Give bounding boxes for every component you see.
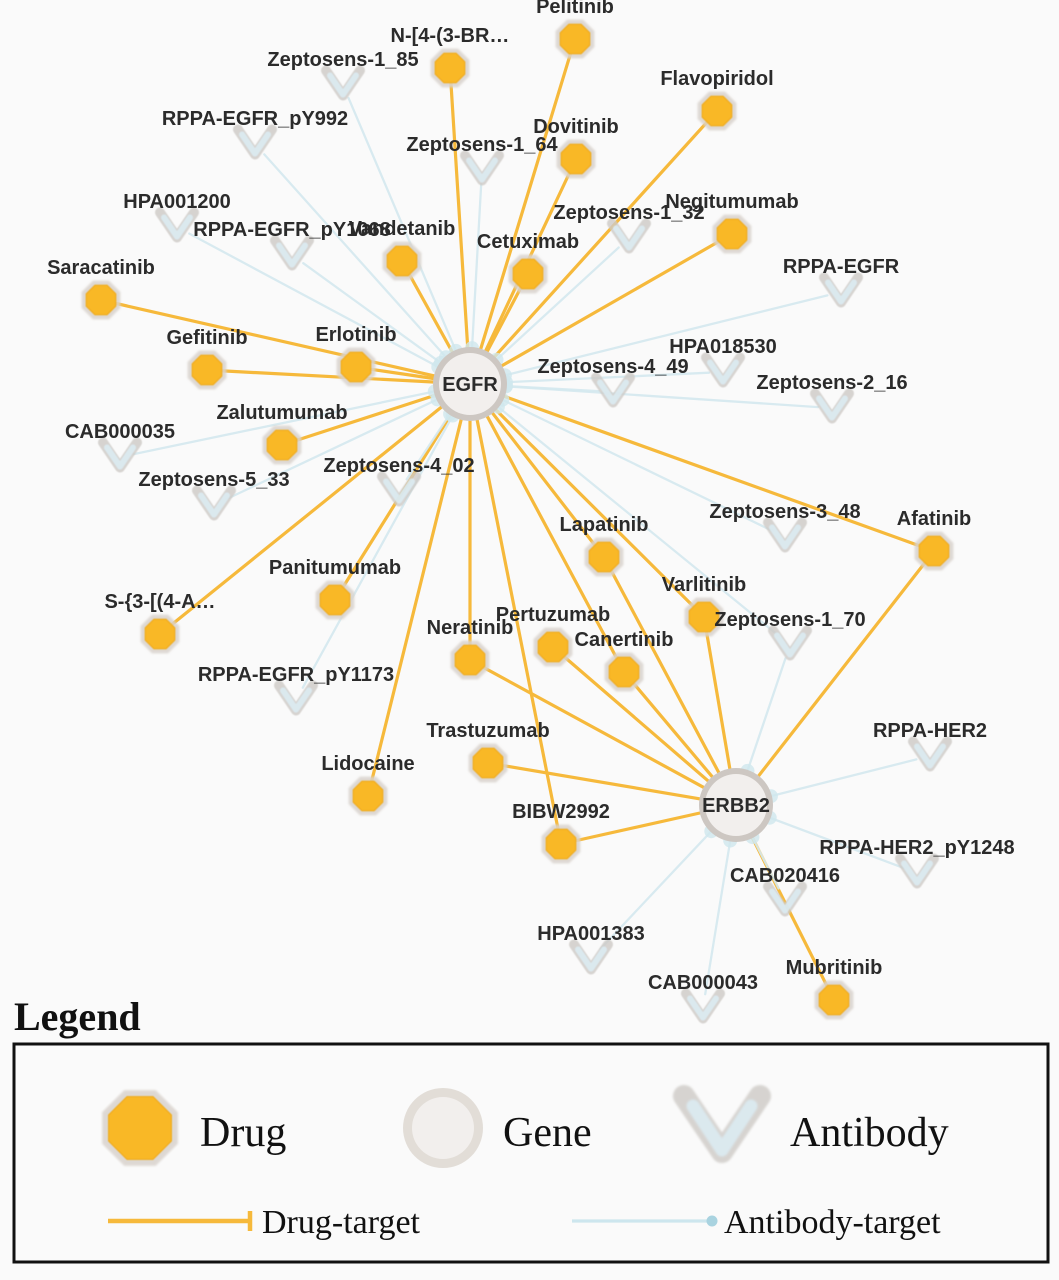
svg-text:Trastuzumab: Trastuzumab bbox=[426, 720, 549, 742]
svg-text:Lidocaine: Lidocaine bbox=[321, 753, 414, 775]
svg-text:Zeptosens-4_02: Zeptosens-4_02 bbox=[323, 455, 474, 477]
svg-text:BIBW2992: BIBW2992 bbox=[512, 801, 610, 823]
svg-text:HPA001200: HPA001200 bbox=[123, 191, 230, 213]
svg-text:Zeptosens-1_64: Zeptosens-1_64 bbox=[406, 134, 558, 156]
svg-text:S-{3-[(4-A…: S-{3-[(4-A… bbox=[104, 591, 215, 613]
svg-text:Zeptosens-1_32: Zeptosens-1_32 bbox=[553, 202, 704, 224]
svg-text:CAB000043: CAB000043 bbox=[648, 972, 758, 994]
svg-text:Flavopiridol: Flavopiridol bbox=[660, 68, 773, 90]
svg-text:Zeptosens-1_85: Zeptosens-1_85 bbox=[267, 49, 418, 71]
svg-text:Varlitinib: Varlitinib bbox=[662, 574, 746, 596]
svg-text:N-[4-(3-BR…: N-[4-(3-BR… bbox=[391, 25, 510, 47]
svg-text:EGFR: EGFR bbox=[442, 374, 498, 396]
svg-text:Antibody-target: Antibody-target bbox=[724, 1204, 941, 1241]
svg-text:Antibody: Antibody bbox=[790, 1110, 949, 1156]
svg-text:Afatinib: Afatinib bbox=[897, 508, 971, 530]
svg-text:CAB020416: CAB020416 bbox=[730, 865, 840, 887]
svg-text:CAB000035: CAB000035 bbox=[65, 421, 175, 443]
svg-text:Gene: Gene bbox=[503, 1110, 592, 1156]
svg-text:HPA018530: HPA018530 bbox=[669, 336, 776, 358]
svg-text:RPPA-EGFR_pY1068: RPPA-EGFR_pY1068 bbox=[193, 219, 390, 241]
svg-text:ERBB2: ERBB2 bbox=[702, 795, 770, 817]
svg-text:Drug-target: Drug-target bbox=[262, 1204, 421, 1241]
svg-text:Cetuximab: Cetuximab bbox=[477, 231, 579, 253]
svg-text:Canertinib: Canertinib bbox=[575, 629, 674, 651]
svg-text:RPPA-HER2_pY1248: RPPA-HER2_pY1248 bbox=[819, 837, 1014, 859]
svg-text:Saracatinib: Saracatinib bbox=[47, 257, 155, 279]
svg-text:Panitumumab: Panitumumab bbox=[269, 557, 401, 579]
svg-text:Drug: Drug bbox=[200, 1110, 286, 1156]
svg-text:Legend: Legend bbox=[14, 994, 141, 1039]
svg-text:Erlotinib: Erlotinib bbox=[315, 324, 396, 346]
svg-text:Pertuzumab: Pertuzumab bbox=[496, 604, 610, 626]
svg-text:Zeptosens-3_48: Zeptosens-3_48 bbox=[709, 501, 860, 523]
svg-text:Zalutumumab: Zalutumumab bbox=[216, 402, 347, 424]
svg-text:RPPA-EGFR: RPPA-EGFR bbox=[783, 256, 900, 278]
svg-text:Gefitinib: Gefitinib bbox=[166, 327, 247, 349]
svg-text:Mubritinib: Mubritinib bbox=[786, 957, 883, 979]
svg-text:RPPA-EGFR_pY992: RPPA-EGFR_pY992 bbox=[162, 108, 348, 130]
svg-text:Zeptosens-2_16: Zeptosens-2_16 bbox=[756, 372, 907, 394]
svg-text:Lapatinib: Lapatinib bbox=[560, 514, 649, 536]
svg-text:Zeptosens-1_70: Zeptosens-1_70 bbox=[714, 609, 865, 631]
svg-text:Pelitinib: Pelitinib bbox=[536, 0, 614, 18]
svg-text:Zeptosens-5_33: Zeptosens-5_33 bbox=[138, 469, 289, 491]
svg-text:RPPA-HER2: RPPA-HER2 bbox=[873, 720, 987, 742]
svg-text:HPA001383: HPA001383 bbox=[537, 923, 644, 945]
svg-text:Zeptosens-4_49: Zeptosens-4_49 bbox=[537, 356, 688, 378]
svg-text:RPPA-EGFR_pY1173: RPPA-EGFR_pY1173 bbox=[198, 664, 394, 686]
